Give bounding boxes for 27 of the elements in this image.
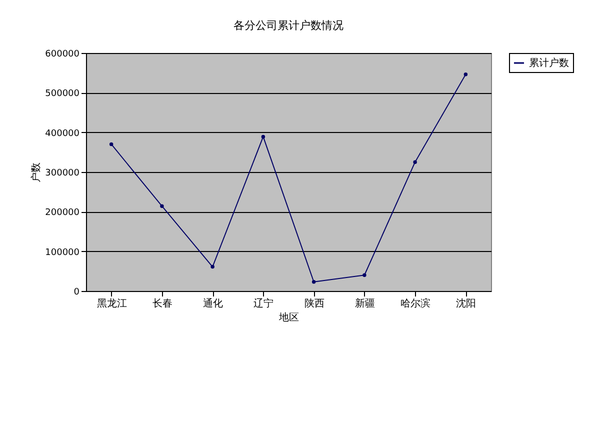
y-tick-label: 300000 [45,168,80,178]
point [312,280,316,284]
x-tick-label: 通化 [203,298,224,310]
x-tick-label: 陕西 [304,298,324,310]
legend-label: 累计户数 [529,57,569,69]
x-tick-label: 沈阳 [456,298,476,310]
y-tick-label: 0 [74,288,80,298]
chart-title: 各分公司累计户数情况 [234,19,344,32]
point [464,72,468,76]
point [362,273,366,277]
x-tick-label: 黑龙江 [96,298,127,310]
y-tick-label: 200000 [45,208,80,218]
x-tick-label: 长春 [152,298,172,310]
point [210,264,214,269]
point [109,142,114,146]
x-tick-label: 新疆 [354,298,375,310]
point [413,160,417,164]
point [160,204,164,208]
y-axis-title: 户数 [30,162,42,182]
y-tick-label: 100000 [45,248,80,258]
x-tick-label: 辽宁 [254,298,274,310]
point [261,134,266,139]
y-tick-label: 600000 [45,50,80,60]
y-tick-label: 400000 [45,128,80,139]
x-axis-title: 地区 [278,312,299,324]
y-tick-label: 500000 [45,89,80,100]
x-tick-label: 哈尔滨 [400,298,431,310]
